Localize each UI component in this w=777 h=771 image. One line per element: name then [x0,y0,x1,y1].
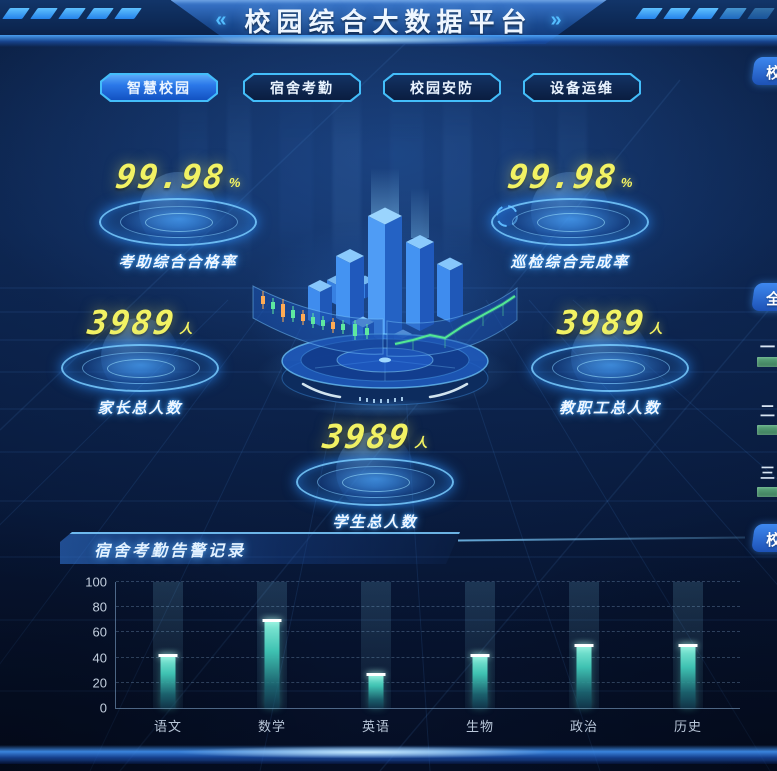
tab-campus-security[interactable]: 校园安防 [383,73,501,102]
trend-line [394,295,516,345]
chart-bar [366,672,386,708]
panel-header-plate [60,532,460,564]
side-panel-header-label: 全 [766,291,777,308]
stat-platform-graphic [507,332,713,402]
gridline [116,606,740,608]
rank-item-bar [757,357,777,367]
stat-unit: 人 [649,321,663,336]
y-axis-tick: 20 [92,675,107,691]
chart-category-slot: 数学 [220,582,324,734]
stat-label: 学生总人数 [332,514,418,531]
hologram-3d-bars-graphic [252,168,518,417]
stat-exam-pass-rate: 99.98% 考助综合合格率 [75,157,281,272]
tab-smart-campus[interactable]: 智慧校园 [100,73,218,102]
stat-students-total: 3989 人 学生总人数 [272,417,478,532]
stat-label: 巡检综合完成率 [510,254,630,271]
chart-bar [470,654,490,708]
side-panel-header-partial-3: 校 [751,524,777,552]
stat-label: 家长总人数 [97,400,183,417]
side-panel-header-label: 校 [766,65,777,82]
y-axis-tick: 0 [99,700,107,716]
chart-bar [574,644,594,708]
tab-label: 智慧校园 [127,79,191,96]
stat-staff-total: 3989 人 教职工总人数 [507,303,713,418]
chart-category-slot: 语文 [116,582,220,734]
stat-unit: 人 [179,321,193,336]
chart-category-slot: 政治 [532,582,636,734]
panel-header-line [458,536,745,542]
chart-category-slot: 生物 [428,582,532,734]
rank-item-bar [757,487,777,497]
candlestick-marks [261,291,369,340]
panel-title: 宿舍考勤告警记录 [94,543,247,560]
stat-unit: % [620,175,633,190]
y-axis-tick: 40 [92,650,107,666]
chart-plot: 0 20 40 60 80 100 语文 数学 英语 生物 政治 历史 [85,575,740,734]
chart-category-slot: 历史 [636,582,740,734]
tab-dorm-attendance[interactable]: 宿舍考勤 [243,73,361,102]
rank-item-label: 一 [760,339,776,356]
x-axis-label: 政治 [569,719,598,734]
page-title: 校园综合大数据平台 [244,6,533,37]
gridline [116,681,740,683]
y-axis-tick: 60 [92,624,107,640]
gridline [116,656,740,658]
rank-item-label: 三 [760,465,776,482]
alarm-bar-chart: 0 20 40 60 80 100 语文 数学 英语 生物 政治 历史 [60,574,750,734]
x-axis-label: 数学 [257,719,286,734]
side-panel-header-partial-1: 校 [751,57,777,85]
chart-bar [262,618,282,708]
rank-item-label: 二 [760,403,776,420]
x-axis-label: 语文 [153,719,182,734]
gridline [116,581,740,582]
stat-unit: % [228,175,241,190]
stat-label: 考助综合合格率 [118,254,238,271]
rank-item-bar [757,425,777,435]
x-axis-label: 生物 [465,719,494,734]
side-panel-header-partial-2: 全 [751,283,777,311]
side-panel-header-label: 校 [766,532,777,549]
title-left-arrows-icon[interactable]: « [215,8,227,31]
chart-category-slot: 英语 [324,582,428,734]
stat-inspection-completion-rate: 99.98% 巡检综合完成率 [467,157,673,272]
stat-platform-graphic [75,186,281,256]
x-axis-label: 历史 [673,719,702,734]
tab-label: 设备运维 [550,79,614,96]
y-axis-tick: 100 [85,574,107,590]
stat-label: 教职工总人数 [558,400,661,417]
gridline [116,631,740,633]
title-right-arrows-icon[interactable]: » [550,8,562,31]
stat-platform-graphic [37,332,243,402]
tab-label: 校园安防 [410,79,474,96]
stat-parents-total: 3989 人 家长总人数 [37,303,243,418]
tab-label: 宿舍考勤 [270,79,334,96]
stat-unit: 人 [414,435,428,450]
chart-bar [678,644,698,708]
bottom-panel-header: 宿舍考勤告警记录 [60,532,745,562]
tab-device-ops[interactable]: 设备运维 [523,73,641,102]
y-axis-tick: 80 [92,599,107,615]
header-glow-line [0,35,777,47]
stat-platform-graphic [272,446,478,516]
x-axis-label: 英语 [361,719,390,734]
chart-bar [158,654,178,708]
stat-platform-graphic [467,186,673,256]
footer-glow-bar [0,745,777,764]
